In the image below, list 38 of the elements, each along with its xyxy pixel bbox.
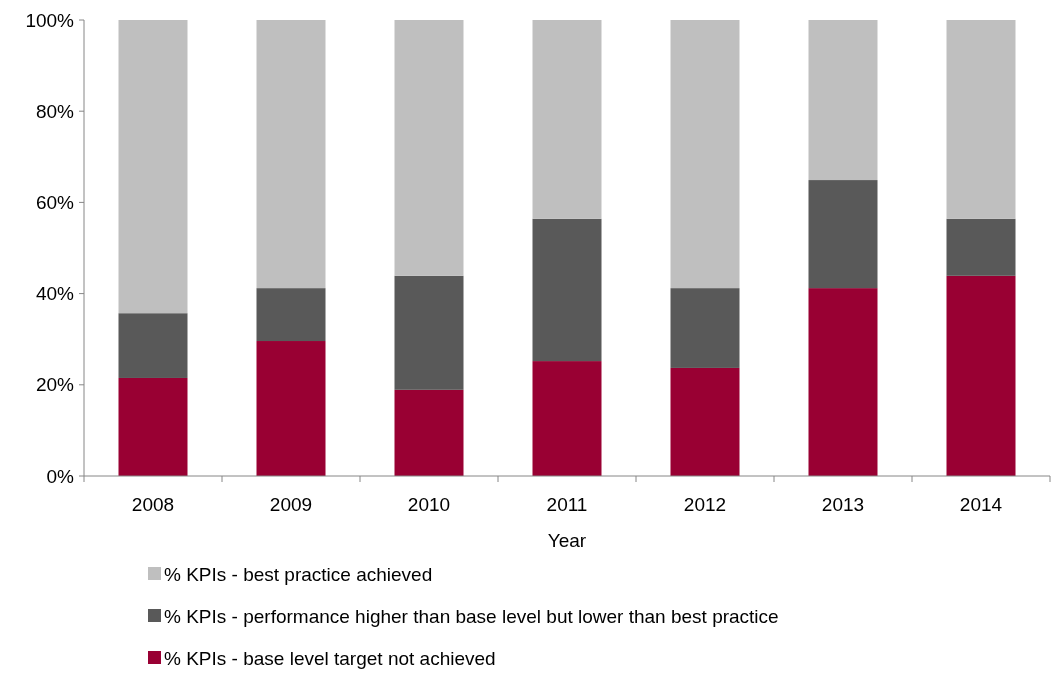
bar xyxy=(256,288,326,342)
y-tick-label: 80% xyxy=(35,100,75,122)
bar xyxy=(946,275,1016,476)
y-tick-label: 100% xyxy=(25,9,75,31)
bar xyxy=(256,341,326,476)
legend-label: % KPIs - performance higher than base level but lower than best practice xyxy=(164,605,779,627)
bar xyxy=(946,218,1016,276)
bar xyxy=(670,288,740,368)
y-tick-label: 0% xyxy=(46,465,75,487)
bar xyxy=(946,20,1016,219)
bar xyxy=(118,313,188,378)
bar xyxy=(256,20,326,289)
bar xyxy=(118,20,188,314)
bar xyxy=(808,20,878,181)
x-tick-label: 2009 xyxy=(269,494,313,515)
x-tick-label: 2014 xyxy=(959,494,1003,515)
bar xyxy=(394,20,464,276)
y-tick-label: 20% xyxy=(35,374,75,396)
bar xyxy=(532,361,602,476)
y-tick-label: 40% xyxy=(35,283,75,305)
bar xyxy=(532,218,602,362)
x-tick-label: 2013 xyxy=(821,494,865,515)
bar xyxy=(394,389,464,476)
bar xyxy=(532,20,602,219)
bar xyxy=(118,377,188,476)
legend-label: % KPIs - best practice achieved xyxy=(164,563,433,585)
bar xyxy=(670,367,740,476)
x-tick-label: 2010 xyxy=(407,494,451,515)
x-tick-label: 2012 xyxy=(683,494,727,515)
bar xyxy=(808,180,878,289)
bar xyxy=(394,275,464,390)
legend-label: % KPIs - base level target not achieved xyxy=(164,647,496,669)
bar xyxy=(670,20,740,289)
x-axis-title: Year xyxy=(547,530,587,551)
x-tick-label: 2011 xyxy=(546,494,588,515)
y-tick-label: 60% xyxy=(35,192,75,214)
bar xyxy=(808,288,878,476)
x-tick-label: 2008 xyxy=(131,494,175,515)
